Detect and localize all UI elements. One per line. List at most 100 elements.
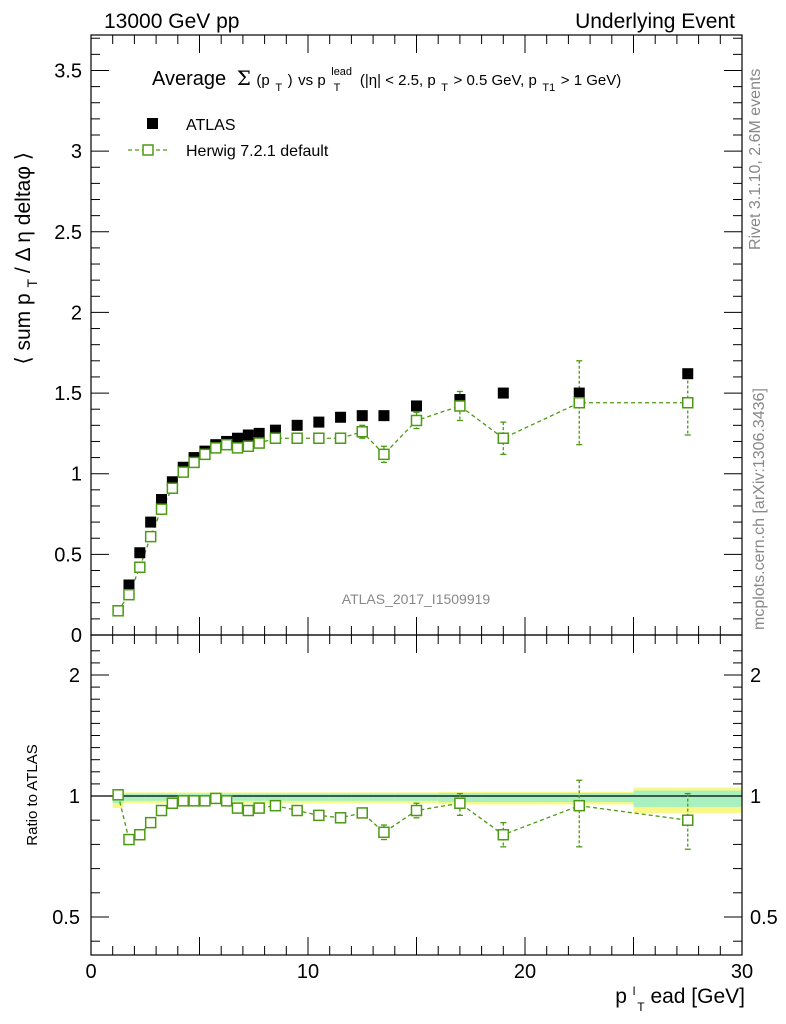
herwig-point [410, 414, 423, 427]
title-vs: vs [298, 72, 317, 89]
herwig-point [112, 605, 124, 617]
atlas-point [411, 400, 422, 412]
herwig-point [682, 396, 694, 409]
main-ylabel: ⟨ sum p T / Δ η deltaφ ⟩ [12, 152, 42, 365]
ratio-herwig-point [231, 802, 244, 814]
ratio-band-inner [286, 793, 308, 801]
xlabel-tail: ead [GeV] [650, 985, 745, 1008]
legend-herwig-label: Herwig 7.2.1 default [186, 143, 329, 160]
ratio-band-inner [145, 793, 157, 801]
herwig-point [497, 432, 510, 444]
ratio-band-inner [264, 793, 287, 801]
main-ylabel-tail: / Δ η deltaφ ⟩ [12, 152, 35, 273]
main-marks [112, 360, 694, 617]
herwig-line [117, 402, 688, 612]
ratio-herwig-point [177, 795, 189, 807]
atlas-point [682, 368, 694, 380]
atlas-point [123, 579, 135, 591]
ratio-panel: 0.5 0.51 12 20 10 20 30 Ratio to ATLAS p l T e… [24, 634, 778, 1016]
herwig-point [313, 432, 325, 444]
atlas-point [454, 394, 466, 406]
atlas-point [573, 387, 585, 399]
herwig-point [188, 456, 200, 469]
atlas-point [253, 427, 265, 439]
title-plead-sub: T [334, 82, 341, 94]
ratio-ytick-label-left: 2 [69, 665, 80, 687]
atlas-point [166, 476, 178, 488]
ratio-herwig-point [123, 833, 135, 846]
ratio-herwig-point [313, 809, 325, 822]
herwig-point [123, 588, 135, 601]
ratio-xtick-label: 30 [731, 961, 753, 983]
ratio-band-inner [308, 793, 330, 801]
main-ylabel-sub: T [24, 278, 40, 287]
legend: ATLAS Herwig 7.2.1 default [128, 117, 329, 160]
ratio-herwig-point [573, 799, 585, 812]
legend-herwig-marker [142, 144, 154, 156]
ratio-band-inner [394, 793, 439, 801]
atlas-point [269, 424, 281, 436]
main-ylabel-head: ⟨ sum p [12, 293, 35, 364]
atlas-point [134, 547, 146, 559]
ratio-xtick-label: 10 [297, 961, 319, 983]
ratio-herwig-point [199, 795, 211, 807]
ratio-band-inner [123, 793, 135, 801]
ratio-ytick-label-right: 2 [750, 665, 761, 687]
atlas-point [156, 494, 168, 506]
header-right: Underlying Event [575, 10, 735, 33]
ratio-xtick-label: 20 [514, 961, 536, 983]
atlas-point [356, 410, 368, 422]
title-sigma: Σ [237, 66, 251, 90]
header-left: 13000 GeV pp [104, 10, 239, 33]
ratio-ticks: 0.5 0.51 12 20 10 20 30 [52, 635, 778, 983]
herwig-point [220, 438, 233, 451]
analysis-watermark: ATLAS_2017_I1509919 [342, 591, 491, 607]
atlas-point [231, 432, 243, 444]
title-cuts-a-sub: T [441, 82, 448, 94]
atlas-point [378, 410, 390, 422]
herwig-point [177, 466, 189, 478]
herwig-point [199, 448, 211, 461]
main-ytick-label: 2 [71, 302, 82, 324]
ratio-herwig-point [269, 799, 282, 812]
herwig-point [253, 437, 265, 449]
main-panel: 0 0.5 1 1.5 2 2.5 3 3.5 Average Σ (p T ) vs p l… [12, 34, 743, 647]
ratio-herwig-point [410, 804, 423, 817]
main-ytick-label: 3.5 [54, 60, 82, 82]
ratio-band-inner [156, 793, 167, 801]
title-cuts-b: > 0.5 GeV, p [454, 72, 537, 89]
rivet-label: Rivet 3.1.10, 2.6M events [747, 69, 764, 250]
herwig-point [334, 432, 347, 444]
title-pt-open: (p [256, 72, 269, 89]
title-pt-sub: T [275, 82, 282, 94]
herwig-point [134, 561, 146, 574]
ratio-herwig-point [334, 812, 347, 824]
ratio-band-inner [253, 793, 265, 801]
main-title: Average Σ (p T ) vs p lead T (|η| < 2.5,… [152, 58, 621, 96]
main-ytick-label: 3 [71, 141, 82, 163]
ratio-ytick-label-right: 0.5 [750, 907, 778, 929]
title-plead-p: p [317, 72, 325, 89]
ratio-herwig-point [378, 826, 390, 839]
herwig-point [269, 432, 282, 444]
herwig-point [210, 442, 222, 454]
ratio-herwig-point [253, 802, 265, 814]
ratio-herwig-point [210, 792, 222, 805]
title-prefix: Average [152, 68, 226, 90]
ratio-herwig-point [220, 795, 233, 807]
ratio-herwig-point [682, 814, 694, 826]
atlas-point [291, 419, 303, 431]
ratio-herwig-point [497, 828, 510, 841]
xlabel-p: p [615, 985, 627, 1008]
ratio-band-inner [242, 793, 254, 801]
atlas-point [145, 516, 157, 528]
title-cuts-a: (|η| < 2.5, p [360, 72, 436, 89]
ratio-band-inner [166, 793, 178, 801]
ratio-xlabel: p l T ead [GeV] [615, 977, 745, 1016]
herwig-point [378, 448, 390, 461]
ratio-herwig-point [144, 816, 157, 829]
ratio-herwig-point [134, 828, 146, 841]
ratio-band-inner [232, 793, 243, 801]
ratio-band-inner [481, 792, 525, 803]
